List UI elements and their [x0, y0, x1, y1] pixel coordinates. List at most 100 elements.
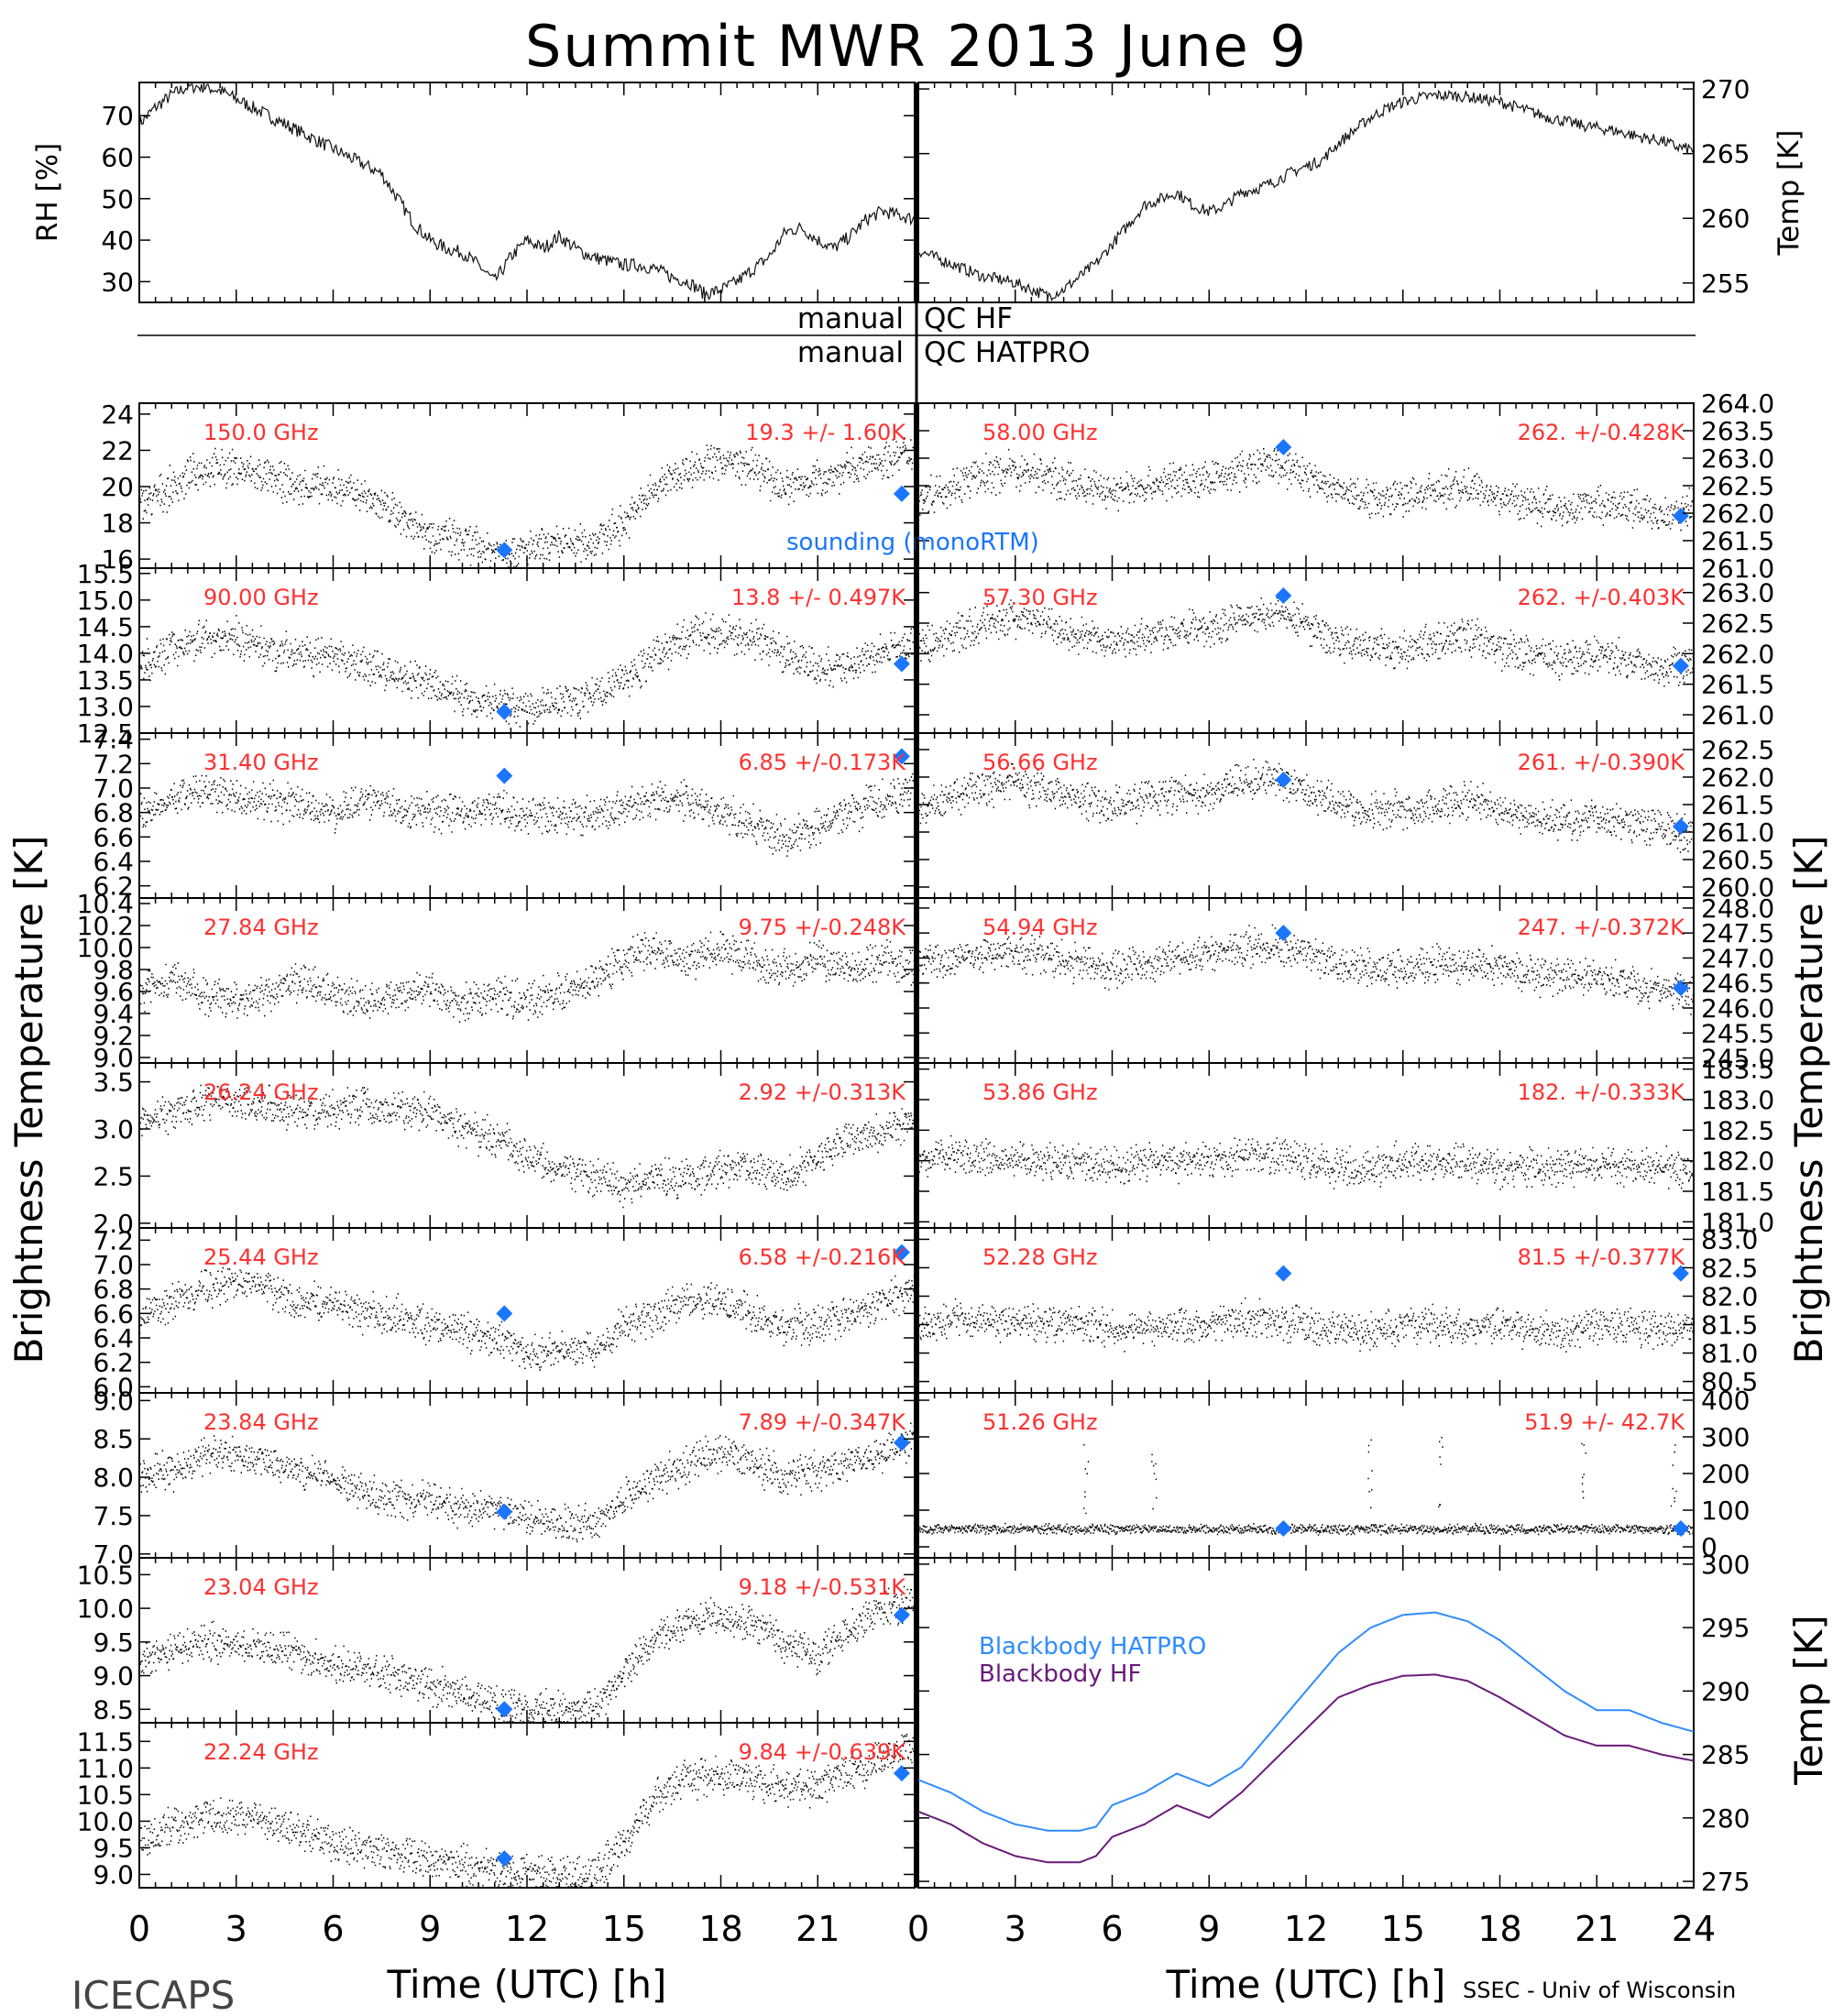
y-tick-label: 60: [101, 143, 134, 173]
y-tick-label: 8.5: [93, 1424, 134, 1454]
y-tick-label: 400: [1701, 1386, 1750, 1416]
channel-label: 22.24 GHz: [203, 1739, 319, 1765]
x-tick-label: 15: [1381, 1909, 1425, 1949]
channel-label: 51.26 GHz: [982, 1409, 1098, 1435]
data-trace: [138, 772, 916, 857]
channel-label: 23.04 GHz: [203, 1574, 319, 1600]
y-tick-label: 50: [101, 184, 134, 214]
y-tick-label: 3.5: [93, 1068, 134, 1098]
sounding-marker: [893, 655, 910, 673]
y-tick-label: 16: [101, 544, 134, 575]
y-tick-label: 6.4: [93, 1323, 134, 1353]
x-title-left: Time (UTC) [h]: [387, 1962, 667, 2007]
y-tick-label: 18: [101, 509, 134, 539]
sounding-marker: [893, 1765, 910, 1782]
sounding-marker: [496, 1305, 513, 1322]
x-title-right: Time (UTC) [h]: [1166, 1962, 1446, 2007]
y-tick-label: 20: [101, 472, 134, 502]
y-tick-label: 285: [1701, 1740, 1750, 1770]
data-trace: [138, 612, 916, 728]
sounding-marker: [1672, 818, 1689, 835]
sounding-marker: [1672, 657, 1689, 674]
data-trace: [917, 1437, 1695, 1536]
y-tick-label: 10.0: [77, 1806, 134, 1836]
sounding-marker: [893, 1606, 910, 1624]
qc-hf-left: manual: [797, 302, 904, 335]
y-tick-label: 9.5: [93, 1627, 134, 1658]
stats-label: 6.85 +/-0.173K: [739, 750, 907, 775]
y-tick-label: 9.0: [93, 1859, 134, 1890]
stats-label: 9.18 +/-0.531K: [739, 1574, 907, 1600]
channel-label: 53.86 GHz: [982, 1079, 1098, 1105]
data-trace: [138, 1266, 916, 1371]
channel-panel-5494: 54.94 GHz 247. +/-0.372K245.0245.5246.024…: [917, 893, 1774, 1074]
y-tick-label: 22: [101, 435, 134, 466]
y-tick-label: 265: [1701, 139, 1750, 170]
y-tick-label: 81.0: [1701, 1339, 1758, 1369]
channel-panel-2544: 25.44 GHz 6.58 +/-0.216K6.06.26.46.66.87.…: [93, 1225, 916, 1402]
x-tick-label: 18: [1477, 1909, 1521, 1949]
figure-title: Summit MWR 2013 June 9: [525, 13, 1308, 80]
y-tick-label: 275: [1701, 1867, 1750, 1897]
y-tick-label: 261.0: [1701, 553, 1774, 584]
y-tick-label: 246.0: [1701, 993, 1774, 1024]
y-tick-label: 10.2: [77, 911, 134, 941]
data-trace: [917, 597, 1695, 687]
y-tick-label: 7.0: [93, 1539, 134, 1570]
x-tick-label: 15: [602, 1909, 646, 1949]
y-tick-label: 10.0: [77, 933, 134, 963]
y-tick-label: 262.0: [1701, 762, 1774, 793]
y-tick-label: 81.5: [1701, 1310, 1758, 1341]
hf-line: [917, 1673, 1695, 1864]
qc-hf-right: QC HF: [924, 302, 1013, 335]
y-tick-label: 11.5: [77, 1726, 134, 1757]
y-tick-label: 261.5: [1701, 670, 1774, 700]
y-tick-label: 9.0: [93, 1043, 134, 1073]
y-tick-label: 9.5: [93, 1833, 134, 1863]
channel-panel-5730: 57.30 GHz 262. +/-0.403K261.0261.5262.026…: [917, 567, 1774, 734]
y-tick-label: 300: [1701, 1422, 1750, 1452]
x-tick-label: 6: [1101, 1909, 1123, 1949]
met-panel-left: 30 40 50 60 70: [101, 82, 916, 303]
sounding-marker: [496, 542, 513, 559]
channel-label: 23.84 GHz: [203, 1409, 319, 1435]
y-tick-label: 82.5: [1701, 1253, 1758, 1283]
stats-label: 262. +/-0.403K: [1518, 585, 1686, 610]
y-tick-label: 70: [101, 101, 134, 131]
sounding-marker: [1275, 439, 1292, 455]
y-tick-label: 83.0: [1701, 1224, 1758, 1255]
x-tick-label: 21: [1575, 1909, 1619, 1949]
footer-right: SSEC - Univ of Wisconsin: [1463, 1978, 1736, 2003]
y-tick-label: 8.5: [93, 1694, 134, 1725]
y-tick-label: 270: [1701, 74, 1750, 104]
y-tick-label: 9.2: [93, 1021, 134, 1051]
y-tick-label: 262.5: [1701, 471, 1774, 501]
data-trace: [917, 924, 1695, 1015]
sounding-marker: [1672, 980, 1689, 997]
y-tick-label: 295: [1701, 1613, 1750, 1643]
y-tick-label: 264.0: [1701, 389, 1774, 419]
y-tick-label: 7.2: [93, 749, 134, 779]
y-tick-label: 200: [1701, 1459, 1750, 1489]
y-tick-label: 6.2: [93, 1348, 134, 1378]
stats-label: 182. +/-0.333K: [1518, 1079, 1686, 1105]
channel-panel-2784: 27.84 GHz 9.75 +/-0.248K9.09.29.49.69.810…: [77, 889, 916, 1073]
y-tick-label: 182.5: [1701, 1115, 1774, 1145]
met-panel-right: 255 260 265 270: [917, 74, 1750, 303]
sounding-marker: [893, 485, 910, 502]
y-tick-label: 6.6: [93, 822, 134, 852]
x-tick-label: 18: [698, 1909, 742, 1949]
y-tick-label: 6.2: [93, 871, 134, 902]
sounding-marker: [496, 1850, 513, 1868]
y-tick-label: 7.0: [93, 773, 134, 804]
y-tick-label: 262.0: [1701, 639, 1774, 669]
y-tick-label: 260.0: [1701, 872, 1774, 903]
sounding-marker: [1275, 925, 1292, 942]
y-tick-label: 10.4: [77, 889, 134, 919]
stats-label: 81.5 +/-0.377K: [1518, 1244, 1686, 1270]
y-tick-label: 7.2: [93, 1225, 134, 1255]
hatpro-legend: Blackbody HATPRO: [979, 1633, 1206, 1660]
stats-label: 13.8 +/- 0.497K: [731, 585, 906, 610]
